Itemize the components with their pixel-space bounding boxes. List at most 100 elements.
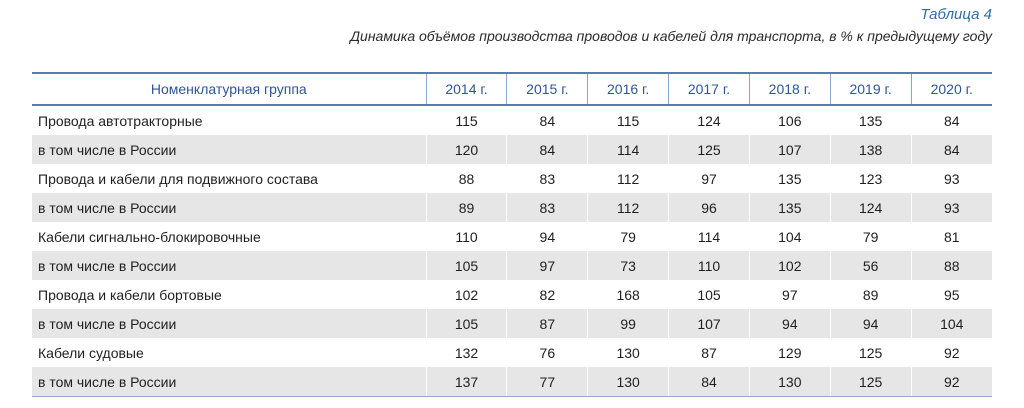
table-row: в том числе в России 89 83 112 96 135 124 93	[32, 193, 992, 222]
table-cell: 79	[830, 222, 912, 251]
table-cell: 81	[943, 228, 960, 245]
table-row: Провода и кабели бортовые 102 82 168 105 97 89…	[32, 280, 992, 309]
table-cell: 125	[830, 338, 912, 367]
row-label: Провода и кабели бортовые	[32, 280, 427, 309]
table-cell: 130	[587, 367, 670, 397]
column-header-2017: 2017 г.	[668, 72, 750, 106]
table-cell: 104	[749, 222, 831, 251]
table-cell: 115	[426, 105, 508, 135]
table-cell: 130	[749, 367, 831, 397]
table-cell: 107	[668, 309, 750, 338]
table-cell: 88	[426, 164, 508, 193]
table-row: в том числе в России 137 77 130 84 130 125 92	[32, 367, 992, 397]
table-cell: 132	[426, 338, 508, 367]
table-cell: 97	[506, 251, 589, 280]
table-cell: 93	[943, 170, 960, 187]
table-cell: 93	[911, 193, 992, 222]
table-cell: 105	[426, 309, 508, 338]
row-label: в том числе в России	[32, 367, 427, 397]
column-header-2018: 2018 г.	[749, 72, 831, 106]
table-number: Таблица 4	[920, 6, 992, 23]
table-cell: 135	[830, 105, 912, 135]
row-label: Кабели сигнально-блокировочные	[32, 222, 427, 251]
table-cell: 89	[830, 280, 912, 309]
row-label: в том числе в России	[32, 135, 427, 164]
table-cell: 105	[668, 280, 750, 309]
table-cell: 135	[749, 164, 831, 193]
table-cell: 95	[943, 286, 960, 303]
table-cell: 106	[749, 105, 831, 135]
table-cell: 87	[506, 309, 589, 338]
table-row: Провода автотракторные 115 84 115 124 106 135 8…	[32, 105, 992, 135]
table-cell: 114	[668, 222, 750, 251]
table-cell: 125	[830, 367, 912, 397]
table-cell: 79	[587, 222, 670, 251]
header-row: Номенклатурная группа 2014 г. 2015 г. 20…	[32, 72, 992, 106]
table-cell: 83	[506, 193, 589, 222]
table-cell: 112	[587, 164, 670, 193]
table-cell: 82	[506, 280, 589, 309]
table-cell: 130	[587, 338, 670, 367]
production-table: Номенклатурная группа 2014 г. 2015 г. 20…	[32, 72, 992, 397]
row-label: в том числе в России	[32, 251, 427, 280]
row-label: в том числе в России	[32, 193, 427, 222]
table-cell: 97	[668, 164, 750, 193]
table-cell: 102	[426, 280, 508, 309]
column-header-2016: 2016 г.	[587, 72, 670, 106]
table-cell: 88	[911, 251, 992, 280]
table-cell: 105	[426, 251, 508, 280]
column-header-group: Номенклатурная группа	[32, 72, 427, 106]
table-cell: 124	[830, 193, 912, 222]
table-cell: 84	[668, 367, 750, 397]
table-cell: 138	[830, 135, 912, 164]
table-cell: 137	[426, 367, 508, 397]
table-cell: 123	[830, 164, 912, 193]
table-cell: 110	[426, 222, 508, 251]
row-label: Провода и кабели для подвижного состава	[32, 164, 427, 193]
table-body: Провода автотракторные 115 84 115 124 106 135 8…	[32, 105, 992, 397]
column-header-2019: 2019 г.	[830, 72, 912, 106]
table-cell: 94	[506, 222, 589, 251]
table-cell: 120	[426, 135, 508, 164]
table-cell: 77	[506, 367, 589, 397]
table-cell: 94	[749, 309, 831, 338]
table-row: в том числе в России 105 97 73 110 102 56 88	[32, 251, 992, 280]
column-header-2014: 2014 г.	[426, 72, 508, 106]
table-cell: 112	[587, 193, 670, 222]
table-row: Кабели сигнально-блокировочные 110 94 79 114…	[32, 222, 992, 251]
table-row: Кабели судовые 132 76 130 87 129 125 92	[32, 338, 992, 367]
table-cell: 84	[506, 135, 589, 164]
table-title: Динамика объёмов производства проводов и…	[350, 28, 992, 44]
table-cell: 102	[749, 251, 831, 280]
column-header-2020: 2020 г.	[911, 72, 992, 106]
row-label: Провода автотракторные	[32, 105, 427, 135]
table-cell: 107	[749, 135, 831, 164]
row-label: Кабели судовые	[32, 338, 427, 367]
table-cell: 135	[749, 193, 831, 222]
table-cell: 84	[506, 105, 589, 135]
table-cell: 125	[668, 135, 750, 164]
table-row: в том числе в России 105 87 99 107 94 94 104	[32, 309, 992, 338]
table-cell: 76	[506, 338, 589, 367]
table-cell: 92	[911, 367, 992, 397]
table-cell: 92	[943, 344, 960, 361]
table-cell: 94	[830, 309, 912, 338]
table-cell: 114	[587, 135, 670, 164]
table-row: в том числе в России 120 84 114 125 107 138 84	[32, 135, 992, 164]
table-cell: 110	[668, 251, 750, 280]
table-cell: 129	[749, 338, 831, 367]
column-header-2015: 2015 г.	[506, 72, 589, 106]
table-cell: 73	[587, 251, 670, 280]
table-cell: 56	[830, 251, 912, 280]
table-cell: 87	[668, 338, 750, 367]
table-cell: 96	[668, 193, 750, 222]
table-cell: 84	[943, 112, 960, 129]
table-cell: 115	[587, 105, 670, 135]
table-cell: 104	[911, 309, 992, 338]
table-cell: 89	[426, 193, 508, 222]
table-cell: 124	[668, 105, 750, 135]
row-label: в том числе в России	[32, 309, 427, 338]
table-cell: 97	[749, 280, 831, 309]
table-cell: 84	[911, 135, 992, 164]
table-row: Провода и кабели для подвижного состава 8…	[32, 164, 992, 193]
